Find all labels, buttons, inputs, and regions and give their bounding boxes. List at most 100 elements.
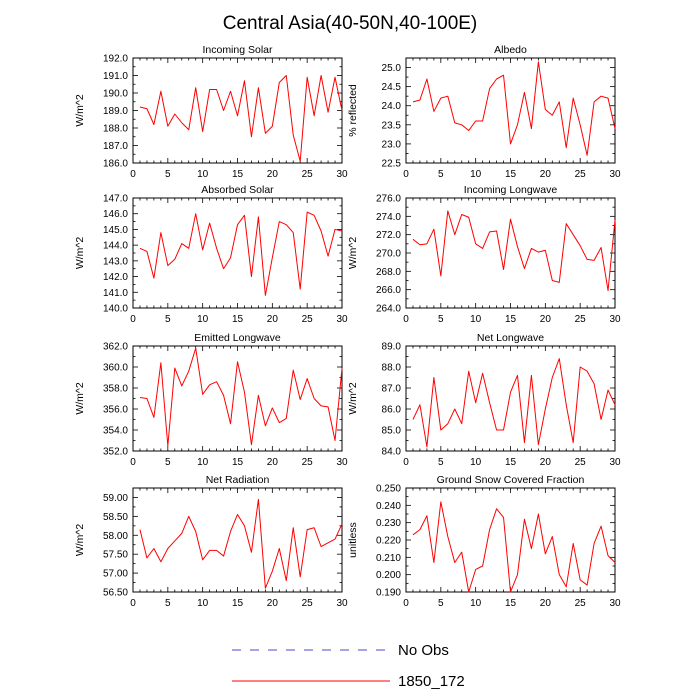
panel-albedo: Albedo % reflected 0 5 10 15 20 25 30 22.5 23.0 23.… (347, 44, 621, 180)
y-tick-label: 25.0 (382, 63, 402, 74)
y-tick-label: 192.0 (103, 54, 128, 65)
x-tick-label: 10 (470, 457, 482, 468)
panel-ground-snow-covered-fraction: Ground Snow Covered Fraction unitless 0 5 10… (347, 474, 621, 609)
x-tick-label: 25 (302, 457, 314, 468)
y-tick-label: 141.0 (103, 288, 128, 299)
plot-frame (132, 197, 343, 309)
series-line-1850-172 (412, 501, 616, 593)
x-tick-label: 30 (609, 457, 621, 468)
y-tick-label: 23.0 (382, 139, 402, 150)
y-tick-label: 87.0 (382, 384, 402, 395)
y-axis-label: W/m^2 (74, 524, 86, 557)
x-tick-label: 20 (540, 598, 552, 609)
panel-title: Net Longwave (477, 332, 544, 344)
x-tick-label: 25 (302, 598, 314, 609)
x-tick-label: 15 (505, 169, 517, 180)
y-tick-label: 24.5 (382, 82, 402, 93)
y-axis-label: W/m^2 (74, 237, 86, 270)
x-tick-label: 15 (232, 457, 244, 468)
y-tick-label: 84.0 (382, 447, 402, 458)
x-tick-label: 5 (438, 314, 444, 325)
plot-frame (405, 57, 616, 164)
x-tick-label: 5 (165, 598, 171, 609)
y-tick-label: 0.200 (376, 570, 401, 581)
y-tick-label: 57.50 (103, 550, 128, 561)
y-tick-label: 142.0 (103, 272, 128, 283)
x-tick-label: 15 (232, 598, 244, 609)
series-line-1850-172 (412, 210, 616, 292)
plot-frame (132, 487, 343, 593)
y-axis-label: W/m^2 (347, 237, 359, 270)
chart-panels: Incoming Solar W/m^2 0 5 10 15 20 25 30 186.0 187.… (74, 44, 621, 609)
x-tick-label: 5 (438, 169, 444, 180)
x-tick-label: 30 (336, 314, 348, 325)
y-tick-label: 140.0 (103, 304, 128, 315)
y-tick-label: 354.0 (103, 426, 128, 437)
panel-absorbed-solar: Absorbed Solar W/m^2 0 5 10 15 20 25 30 140.0 141.… (74, 184, 348, 325)
x-tick-label: 25 (575, 457, 587, 468)
y-axis-label: W/m^2 (74, 382, 86, 415)
x-tick-label: 10 (470, 169, 482, 180)
series-line-1850-172 (412, 61, 616, 156)
y-axis-label: W/m^2 (74, 94, 86, 127)
x-tick-label: 15 (505, 598, 517, 609)
y-tick-label: 59.00 (103, 493, 128, 504)
x-tick-label: 15 (505, 457, 517, 468)
legend-1850-172-label: 1850_172 (398, 673, 465, 690)
x-tick-label: 25 (575, 169, 587, 180)
x-tick-label: 20 (540, 314, 552, 325)
y-tick-label: 360.0 (103, 363, 128, 374)
y-tick-label: 147.0 (103, 194, 128, 205)
x-tick-label: 0 (403, 457, 409, 468)
x-tick-label: 5 (165, 169, 171, 180)
x-tick-label: 30 (609, 169, 621, 180)
x-tick-label: 0 (403, 598, 409, 609)
panel-title: Net Radiation (206, 474, 270, 486)
y-tick-label: 187.0 (103, 141, 128, 152)
x-tick-label: 0 (403, 169, 409, 180)
x-tick-label: 20 (267, 169, 279, 180)
y-tick-label: 146.0 (103, 209, 128, 220)
y-tick-label: 58.00 (103, 531, 128, 542)
y-tick-label: 89.0 (382, 342, 402, 353)
y-tick-label: 356.0 (103, 405, 128, 416)
y-tick-label: 352.0 (103, 447, 128, 458)
figure-title: Central Asia(40-50N,40-100E) (223, 13, 478, 34)
y-tick-label: 56.50 (103, 588, 128, 599)
y-tick-label: 143.0 (103, 256, 128, 267)
x-tick-label: 15 (232, 169, 244, 180)
y-axis-label: W/m^2 (347, 382, 359, 415)
panel-title: Emitted Longwave (194, 332, 281, 344)
y-tick-label: 188.0 (103, 124, 128, 135)
x-tick-label: 10 (197, 314, 209, 325)
y-axis-label: % reflected (347, 84, 359, 137)
y-tick-label: 266.0 (376, 285, 401, 296)
x-tick-label: 0 (130, 169, 136, 180)
y-axis-label: unitless (347, 522, 359, 558)
x-tick-label: 10 (470, 598, 482, 609)
panel-emitted-longwave: Emitted Longwave W/m^2 0 5 10 15 20 25 30 352.0 35… (74, 332, 348, 468)
x-tick-label: 5 (438, 598, 444, 609)
y-tick-label: 191.0 (103, 71, 128, 82)
panel-incoming-longwave: Incoming Longwave W/m^2 0 5 10 15 20 25 30 264.0 2… (347, 184, 621, 325)
x-tick-label: 30 (609, 314, 621, 325)
y-tick-label: 0.250 (376, 484, 401, 495)
x-tick-label: 30 (336, 598, 348, 609)
panel-title: Albedo (494, 44, 527, 56)
y-tick-label: 0.190 (376, 588, 401, 599)
y-tick-label: 144.0 (103, 241, 128, 252)
y-tick-label: 274.0 (376, 212, 401, 223)
legend-no-obs-label: No Obs (398, 642, 449, 659)
panel-incoming-solar: Incoming Solar W/m^2 0 5 10 15 20 25 30 186.0 187.… (74, 44, 348, 180)
x-tick-label: 30 (609, 598, 621, 609)
y-tick-label: 0.220 (376, 536, 401, 547)
x-tick-label: 0 (130, 314, 136, 325)
plot-frame (405, 345, 616, 452)
y-tick-label: 145.0 (103, 225, 128, 236)
y-tick-label: 276.0 (376, 194, 401, 205)
series-line-1850-172 (139, 75, 343, 162)
y-tick-label: 0.230 (376, 518, 401, 529)
x-tick-label: 30 (336, 457, 348, 468)
y-tick-label: 58.50 (103, 512, 128, 523)
y-tick-label: 270.0 (376, 249, 401, 260)
